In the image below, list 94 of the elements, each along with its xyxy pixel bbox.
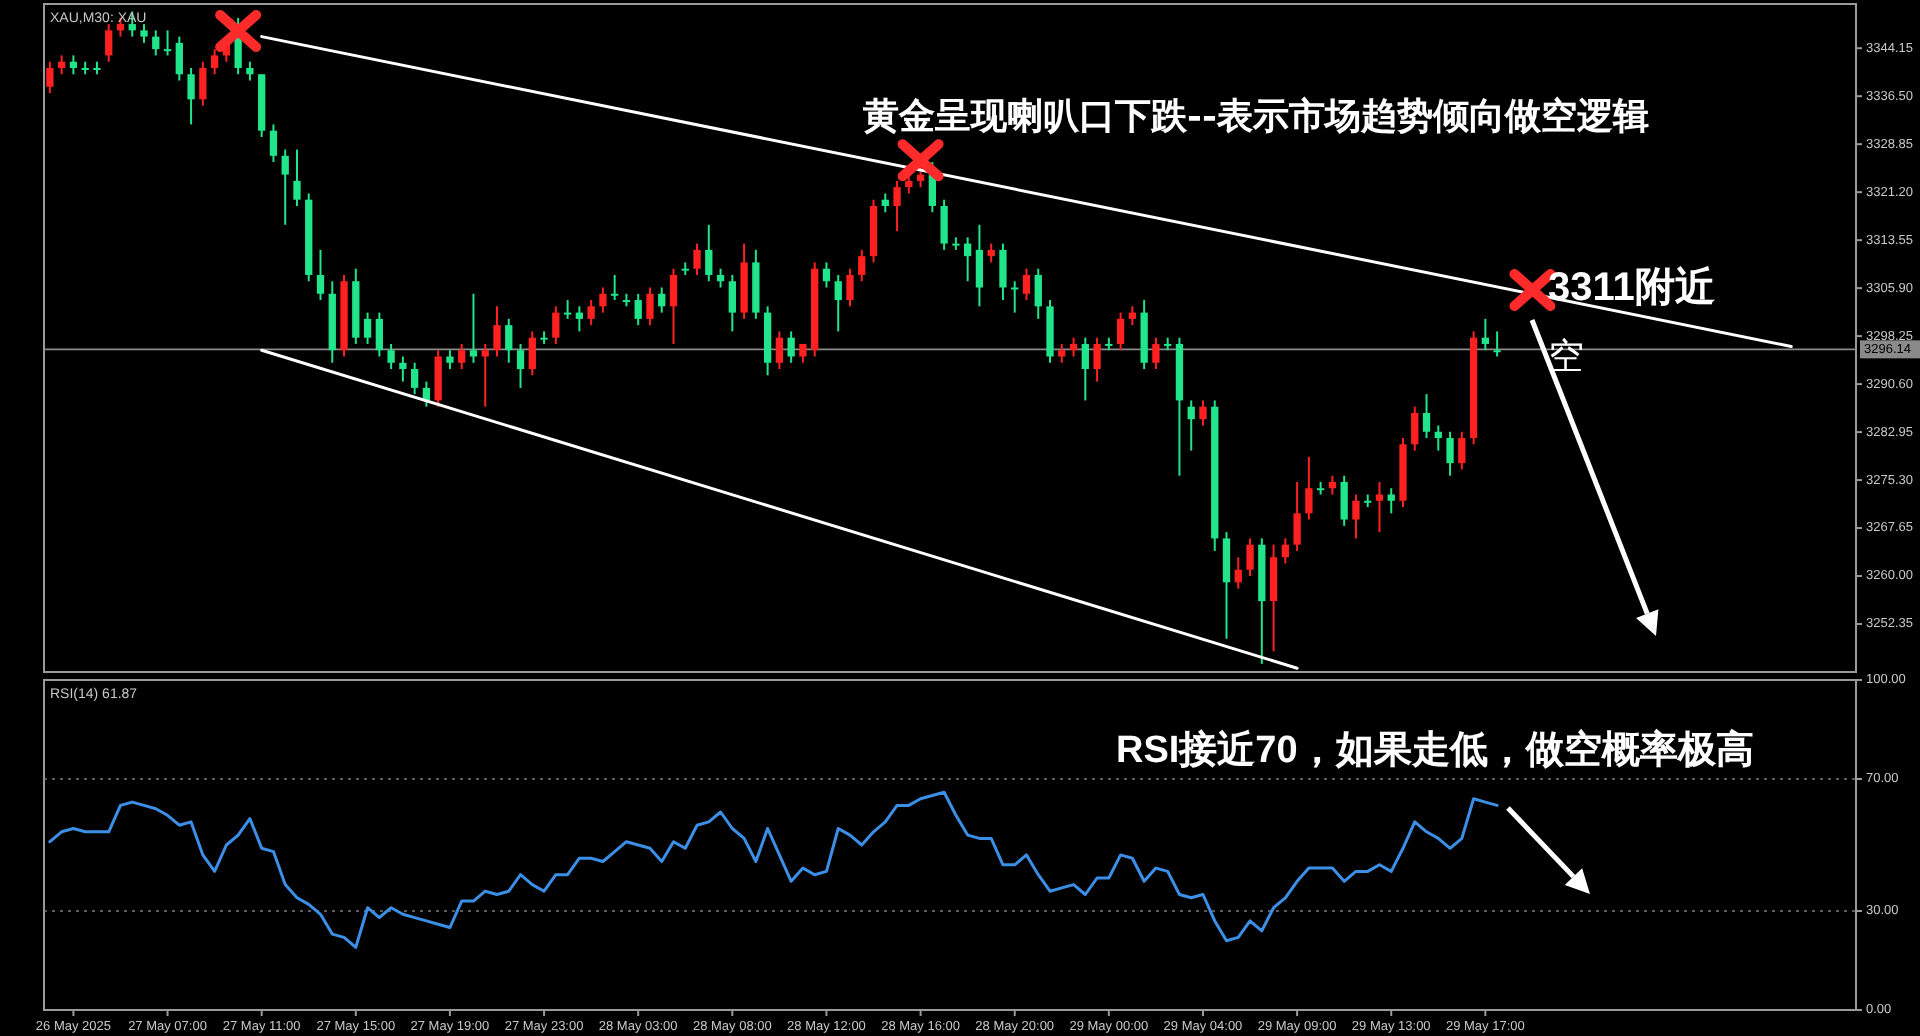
candlestick	[563, 299, 572, 320]
candlestick	[552, 305, 560, 345]
candlestick	[728, 273, 736, 333]
annotation: 3311附近	[1548, 264, 1715, 310]
candlestick	[69, 54, 78, 76]
annotation: RSI接近70，如果走低，做空概率极高	[1116, 728, 1754, 772]
candlestick	[846, 267, 854, 308]
candlestick	[281, 148, 289, 226]
candlestick	[1269, 543, 1278, 653]
candlestick	[1305, 455, 1313, 521]
candlestick	[1152, 336, 1160, 371]
candlestick	[1058, 342, 1066, 364]
candlestick	[363, 311, 372, 345]
candlestick	[387, 342, 395, 371]
candlestick	[469, 292, 478, 364]
candlestick	[269, 123, 278, 164]
candlestick	[493, 305, 501, 358]
candlestick	[599, 286, 607, 314]
candlestick	[1069, 336, 1078, 358]
candlestick	[528, 330, 536, 377]
candlestick	[175, 35, 183, 82]
point	[897, 139, 944, 182]
candlestick	[1246, 537, 1254, 578]
candlestick	[1222, 531, 1231, 640]
candlestick	[1493, 330, 1501, 358]
candlestick	[375, 311, 383, 358]
candlestick	[658, 286, 666, 314]
candlestick	[834, 273, 842, 333]
candlestick	[505, 317, 513, 364]
candlestick	[316, 248, 325, 302]
candlestick	[140, 23, 148, 44]
candlestick	[246, 60, 254, 82]
candlestick	[446, 349, 454, 371]
candlestick	[646, 286, 654, 327]
candlestick	[1022, 267, 1031, 302]
candlestick	[669, 267, 678, 345]
candlestick	[1352, 493, 1360, 540]
candlestick	[705, 223, 713, 283]
candlestick	[775, 330, 784, 371]
candlestick	[634, 292, 642, 327]
candlestick	[693, 242, 701, 276]
candlestick	[611, 273, 619, 302]
candlestick	[46, 60, 54, 95]
candlestick	[1446, 430, 1454, 477]
candlestick	[964, 236, 972, 283]
candlestick	[858, 248, 866, 283]
candlestick	[1081, 336, 1089, 402]
candlestick	[293, 148, 301, 207]
candlestick	[999, 242, 1007, 302]
candlestick	[1199, 399, 1207, 427]
candlestick	[1411, 405, 1419, 452]
candlestick	[163, 29, 172, 57]
candlestick	[105, 23, 113, 63]
candlestick	[716, 267, 725, 289]
candlestick	[893, 179, 901, 233]
candlestick	[575, 305, 584, 333]
candlestick	[58, 54, 66, 76]
candlestick	[516, 342, 525, 389]
candlestick	[1128, 305, 1137, 327]
candlestick	[1340, 474, 1348, 527]
candlestick	[187, 66, 195, 126]
candlestick	[399, 355, 407, 383]
candlestick	[1375, 480, 1384, 534]
candlestick	[975, 223, 984, 308]
candlestick	[1187, 399, 1195, 452]
candlestick	[987, 242, 995, 264]
candlestick	[1422, 393, 1431, 440]
line-series	[48, 790, 1499, 949]
candlestick	[1093, 336, 1101, 383]
candlestick	[822, 261, 831, 289]
point	[215, 9, 262, 52]
candlestick	[1481, 317, 1490, 352]
annotation: 黄金呈现喇叭口下跌--表示市场趋势倾向做空逻辑	[861, 96, 1649, 138]
candlestick	[1328, 474, 1337, 496]
candlestick	[434, 349, 442, 408]
candlestick	[1116, 311, 1125, 352]
candlestick	[152, 29, 160, 57]
candlestick	[1234, 556, 1242, 590]
candlestick	[787, 330, 795, 364]
candlestick	[1034, 267, 1042, 320]
candlestick	[1434, 424, 1442, 452]
candlestick	[1011, 280, 1019, 314]
candlestick	[1458, 430, 1466, 471]
candlestick	[199, 60, 207, 107]
annotation: 空	[1548, 336, 1584, 378]
candlestick	[410, 361, 419, 396]
candlestick	[881, 192, 889, 214]
candlestick	[1387, 487, 1395, 515]
candlestick	[940, 198, 948, 251]
candlestick	[1293, 480, 1301, 552]
candlestick	[1281, 537, 1289, 565]
candlestick	[587, 299, 595, 327]
candlestick	[481, 342, 489, 408]
candlestick	[458, 342, 466, 371]
